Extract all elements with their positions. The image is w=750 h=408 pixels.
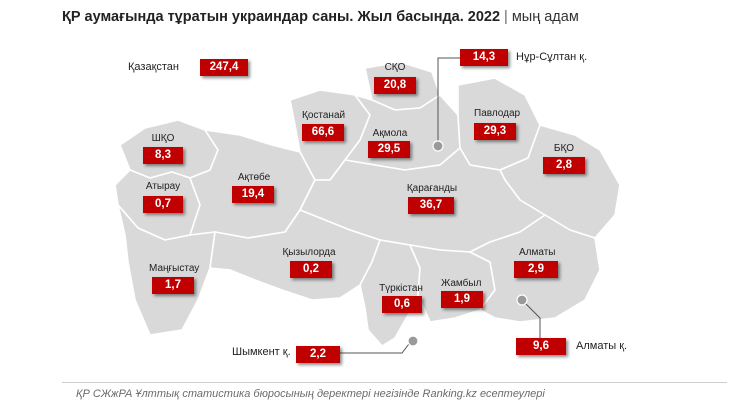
region-label-zhambyl: Жамбыл	[441, 278, 482, 289]
total-value-box: 247,4	[200, 59, 248, 76]
region-mangystau	[117, 204, 216, 336]
region-label-vko: БҚО	[553, 143, 575, 154]
region-value-vko: 2,8	[543, 157, 585, 174]
region-value-nur-sultan: 14,3	[460, 49, 508, 66]
region-value-pavlodar: 29,3	[474, 123, 516, 140]
region-label-kostanay: Қостанай	[302, 110, 346, 121]
marker-almaty-city	[516, 294, 528, 306]
region-value-zko: 8,3	[143, 147, 183, 164]
marker-nur-sultan	[432, 140, 444, 152]
region-value-zhambyl: 1,9	[441, 291, 483, 308]
region-value-karaganda: 36,7	[408, 197, 454, 214]
region-label-aktobe: Ақтөбе	[237, 172, 271, 183]
region-label-pavlodar: Павлодар	[474, 108, 521, 119]
region-label-turkistan: Түркістан	[379, 283, 423, 294]
region-value-aktobe: 19,4	[232, 186, 274, 203]
leader-almaty-city	[521, 299, 541, 345]
region-label-akmola: Ақмола	[372, 128, 408, 139]
region-label-mangystau: Маңғыстау	[149, 263, 200, 274]
region-value-shymkent: 2,2	[296, 346, 340, 363]
total-label: Қазақстан	[128, 61, 179, 73]
region-value-akmola: 29,5	[368, 141, 410, 158]
marker-shymkent	[407, 335, 419, 347]
leader-shymkent	[340, 339, 413, 354]
footer-divider	[62, 382, 727, 383]
region-value-turkistan: 0,6	[382, 296, 422, 313]
region-label-sko: СҚО	[384, 62, 406, 73]
region-label-kyzylorda: Қызылорда	[282, 247, 336, 258]
chart-title: ҚР аумағында тұратын украиндар саны. Жыл…	[62, 9, 579, 25]
region-value-kyzylorda: 0,2	[290, 261, 332, 278]
title-unit: мың адам	[511, 9, 579, 25]
source-note: ҚР СЖжРА Ұлттық статистика бюросының дер…	[76, 388, 545, 400]
region-value-atyrau: 0,7	[143, 196, 183, 213]
region-label-atyrau: Атырау	[145, 181, 181, 192]
region-label-shymkent: Шымкент қ.	[232, 346, 291, 358]
region-label-karaganda: Қарағанды	[406, 183, 458, 194]
region-label-nur-sultan: Нұр-Сұлтан қ.	[516, 51, 588, 63]
region-value-mangystau: 1,7	[152, 277, 194, 294]
region-value-sko: 20,8	[374, 77, 416, 94]
leader-nur-sultan	[437, 57, 462, 145]
region-value-almaty-city: 9,6	[516, 338, 566, 355]
region-value-almaty: 2,9	[514, 261, 558, 278]
region-label-almaty: Алматы	[519, 247, 556, 258]
region-label-zko: ШҚО	[151, 133, 175, 144]
title-text: ҚР аумағында тұратын украиндар саны. Жыл…	[62, 9, 501, 25]
region-label-almaty-city: Алматы қ.	[576, 340, 628, 352]
region-value-kostanay: 66,6	[302, 124, 344, 141]
title-separator: |	[504, 9, 508, 25]
